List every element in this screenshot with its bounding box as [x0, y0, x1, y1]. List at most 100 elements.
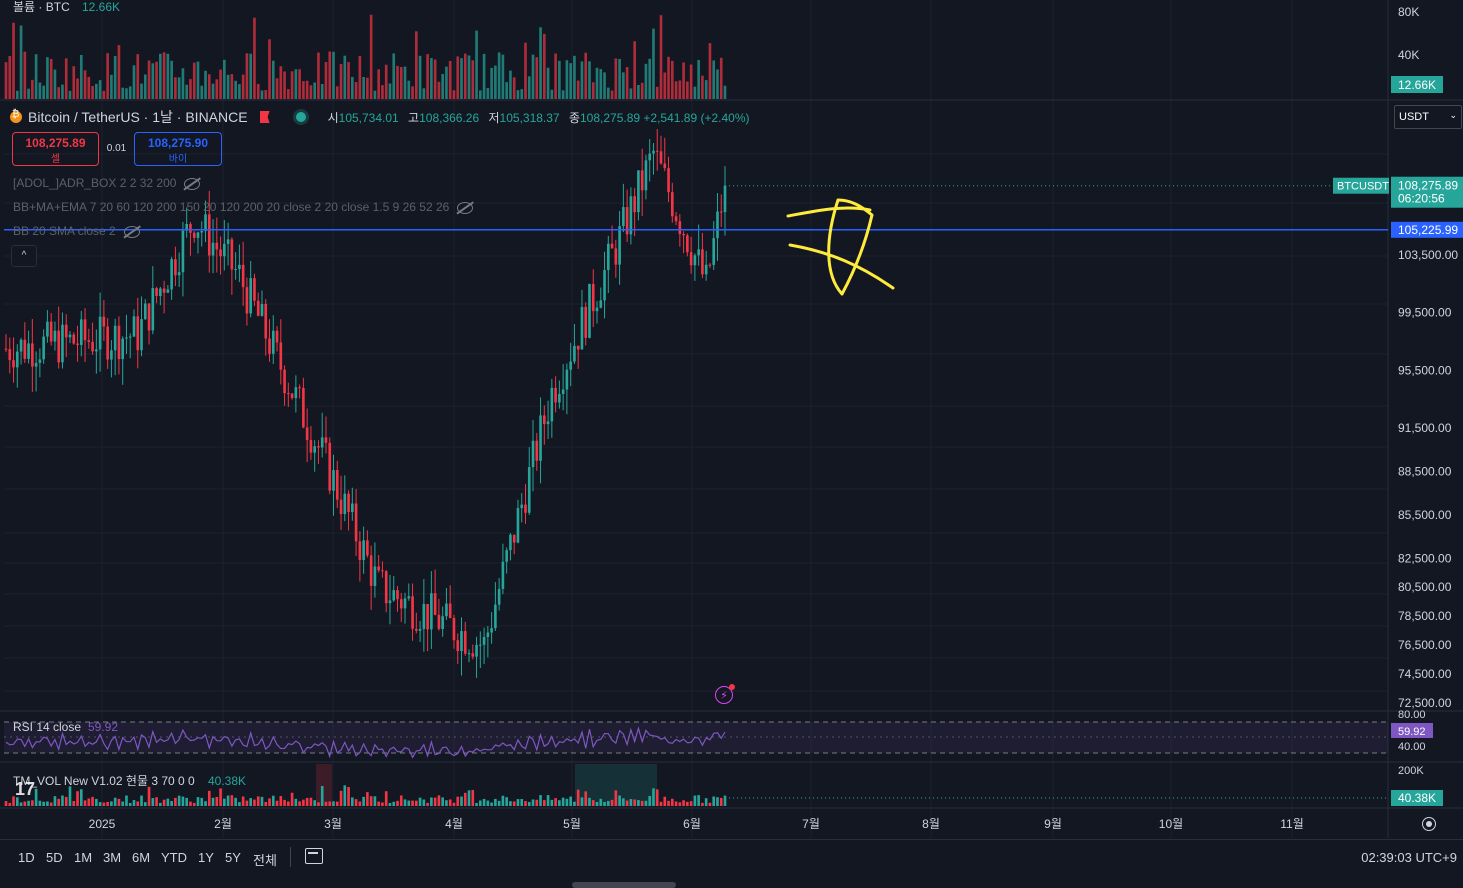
volume-bar [226, 74, 230, 99]
volume-bar [155, 61, 158, 99]
candle-body [588, 283, 591, 338]
tmvol-bar [275, 800, 279, 806]
range-button[interactable]: 1M [74, 850, 93, 865]
settings-gear-icon[interactable] [1422, 817, 1436, 831]
horizontal-scrollbar[interactable] [572, 882, 676, 888]
candle-body [328, 442, 332, 491]
tmvol-bar [64, 796, 68, 806]
tmvol-bar [256, 796, 260, 806]
volume-bar [471, 60, 475, 99]
rsi-pane-title: RSI 14 close [13, 720, 81, 734]
volume-bar [701, 75, 704, 99]
candle-body [211, 242, 215, 256]
eye-off-icon[interactable] [457, 201, 474, 214]
eye-off-icon[interactable] [184, 177, 201, 190]
volume-bar [121, 87, 125, 99]
candle-body [238, 264, 241, 270]
volume-bar [618, 58, 621, 99]
candle-body [207, 214, 211, 256]
candle-body [708, 264, 712, 266]
volume-bar [565, 60, 569, 99]
indicator-adr-box[interactable]: [ADOL_]ADR_BOX 2 2 32 200 [13, 176, 201, 190]
flag-icon[interactable] [259, 111, 270, 123]
date-range-icon[interactable] [305, 848, 323, 864]
candle-body [603, 270, 606, 301]
bottom-toolbar [0, 839, 1463, 878]
volume-bar [652, 28, 655, 99]
tmvol-bar [260, 796, 264, 806]
volume-bar [445, 66, 448, 99]
volume-bar [264, 90, 268, 99]
candle-body [332, 470, 335, 491]
rsi-tick: 40.00 [1398, 741, 1426, 753]
sell-button[interactable]: 108,275.89 셀 [12, 132, 99, 166]
tmvol-bar [268, 798, 271, 806]
tm-vol-bars [4, 764, 1388, 806]
candle-body [659, 151, 663, 164]
candle-body [689, 252, 693, 266]
range-button[interactable]: 5Y [225, 850, 241, 865]
indicator-bb-ma-ema[interactable]: BB+MA+EMA 7 20 60 120 200 150 20 120 200… [13, 200, 474, 214]
candle-body [117, 325, 121, 360]
volume-bar [501, 54, 505, 99]
candle-body [542, 415, 546, 425]
price-overlay [4, 185, 1388, 231]
candle-body [283, 369, 286, 394]
tmvol-bar [335, 801, 339, 806]
buy-button[interactable]: 108,275.90 바이 [134, 132, 222, 166]
range-button[interactable]: YTD [161, 850, 187, 865]
indicator-bb-sma[interactable]: BB 20 SMA close 2 [13, 224, 140, 238]
tmvol-bar [667, 800, 670, 806]
tmvol-bar [283, 799, 286, 806]
tmvol-bar [618, 795, 621, 806]
candle-body [347, 493, 350, 513]
currency-select[interactable]: USDT ⌄ [1394, 105, 1462, 129]
tmvol-bar [110, 801, 113, 806]
volume-bar [309, 85, 313, 99]
tmvol-bar [230, 795, 234, 806]
candle-body [580, 306, 584, 350]
tmvol-highlight [316, 764, 332, 806]
range-button[interactable]: 5D [46, 850, 63, 865]
candle-body [719, 211, 723, 213]
candle-body [121, 338, 125, 360]
symbol-title[interactable]: Bitcoin / TetherUS · 1날 · BINANCE [28, 109, 248, 125]
volume-bar [682, 62, 685, 99]
candle-body [471, 653, 475, 657]
tmvol-bar [294, 798, 298, 806]
price-axis[interactable]: 103,500.00 99,500.00 95,500.00 91,500.00 88,… [13, 0, 1463, 806]
range-button[interactable]: 1Y [198, 850, 214, 865]
eye-off-icon[interactable] [123, 225, 140, 238]
range-button[interactable]: 1D [18, 850, 35, 865]
collapse-legend-button[interactable]: ^ [11, 245, 37, 267]
range-button[interactable]: 6M [132, 850, 151, 865]
volume-bar [558, 60, 561, 99]
volume-bar [42, 85, 45, 99]
time-axis[interactable]: 2025 2월 3월 4월 5월 6월 7월 8월 9월 10월 11월 [89, 817, 1304, 831]
volume-bar [539, 27, 542, 100]
volume-bar [196, 61, 200, 99]
volume-bar [373, 90, 377, 99]
volume-bar [238, 84, 241, 99]
price-tick: 99,500.00 [1398, 306, 1452, 320]
candle-body [302, 387, 305, 428]
candle-body [143, 303, 147, 320]
tmvol-bar [298, 801, 301, 806]
clock-display[interactable]: 02:39:03 UTC+9 [1361, 850, 1457, 865]
volume-bar [4, 62, 8, 99]
candle-body [46, 321, 49, 337]
volume-bar [249, 53, 253, 99]
tmvol-bar [584, 791, 588, 806]
volume-bar [689, 64, 693, 99]
candle-body [535, 440, 539, 461]
range-button[interactable]: 전체 [253, 853, 277, 868]
volume-bar [648, 58, 652, 99]
volume-bar [181, 68, 185, 99]
alert-bolt-icon[interactable]: ⚡ [715, 684, 735, 704]
volume-bar [719, 57, 723, 99]
price-tick: 78,500.00 [1398, 609, 1452, 623]
volume-bar [339, 64, 343, 99]
range-button[interactable]: 3M [103, 850, 122, 865]
star-drawing[interactable] [786, 198, 895, 296]
